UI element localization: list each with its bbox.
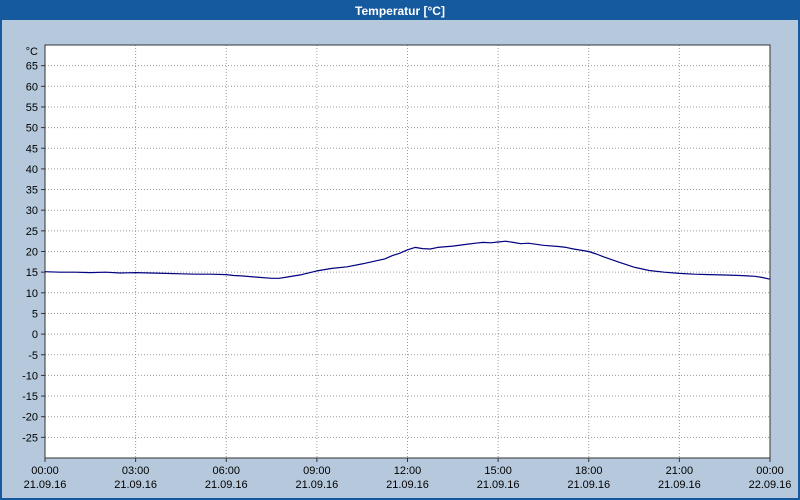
x-tick-time-label: 18:00 (575, 465, 603, 477)
y-tick-label: -20 (22, 412, 38, 424)
y-tick-label: 10 (26, 288, 38, 300)
temperature-series-line (44, 240, 771, 280)
y-tick-label: 25 (26, 226, 38, 238)
x-tick-time-label: 15:00 (484, 465, 512, 477)
window-titlebar[interactable]: Temperatur [°C] (2, 2, 798, 20)
y-tick-label: 65 (26, 61, 38, 73)
y-tick-label: 55 (26, 102, 38, 114)
y-tick-label: 35 (26, 185, 38, 197)
y-tick-label: 15 (26, 267, 38, 279)
plot-border (44, 44, 771, 459)
x-tick-time-label: 12:00 (394, 465, 422, 477)
y-tick-label: -25 (22, 432, 38, 444)
x-tick-date-label: 22.09.16 (749, 479, 792, 491)
y-tick-label: 0 (32, 329, 38, 341)
x-tick-time-label: 03:00 (122, 465, 150, 477)
x-tick-date-label: 21.09.16 (24, 479, 67, 491)
x-tick-time-label: 00:00 (31, 465, 59, 477)
y-tick-label: 20 (26, 247, 38, 259)
y-tick-label: -10 (22, 370, 38, 382)
x-tick-date-label: 21.09.16 (567, 479, 610, 491)
y-tick-label: 40 (26, 164, 38, 176)
x-tick-time-label: 21:00 (666, 465, 694, 477)
temperature-line-chart: 65605550454035302520151050-5-10-15-20-25… (22, 44, 792, 491)
x-tick-time-label: 06:00 (212, 465, 240, 477)
y-tick-label: -5 (28, 350, 38, 362)
x-tick-date-label: 21.09.16 (386, 479, 429, 491)
y-tick-label: -15 (22, 391, 38, 403)
x-tick-date-label: 21.09.16 (114, 479, 157, 491)
y-tick-label: 30 (26, 205, 38, 217)
chart-area: 65 60 55 50 45 40 35 30 25 20 15 10 5 0 -5 -10 -15 -20 -25… (2, 20, 798, 498)
x-tick-date-label: 21.09.16 (477, 479, 520, 491)
x-tick-time-label: 09:00 (303, 465, 331, 477)
x-tick-date-label: 21.09.16 (658, 479, 701, 491)
y-tick-label: 60 (26, 81, 38, 93)
x-tick-date-label: 21.09.16 (295, 479, 338, 491)
y-tick-label: 5 (32, 308, 38, 320)
x-tick-date-label: 21.09.16 (205, 479, 248, 491)
y-tick-label: 50 (26, 123, 38, 135)
y-axis-unit-label: °C (26, 46, 38, 58)
y-tick-label: 45 (26, 143, 38, 155)
x-tick-time-label: 00:00 (756, 465, 784, 477)
window-title: Temperatur [°C] (355, 4, 445, 18)
